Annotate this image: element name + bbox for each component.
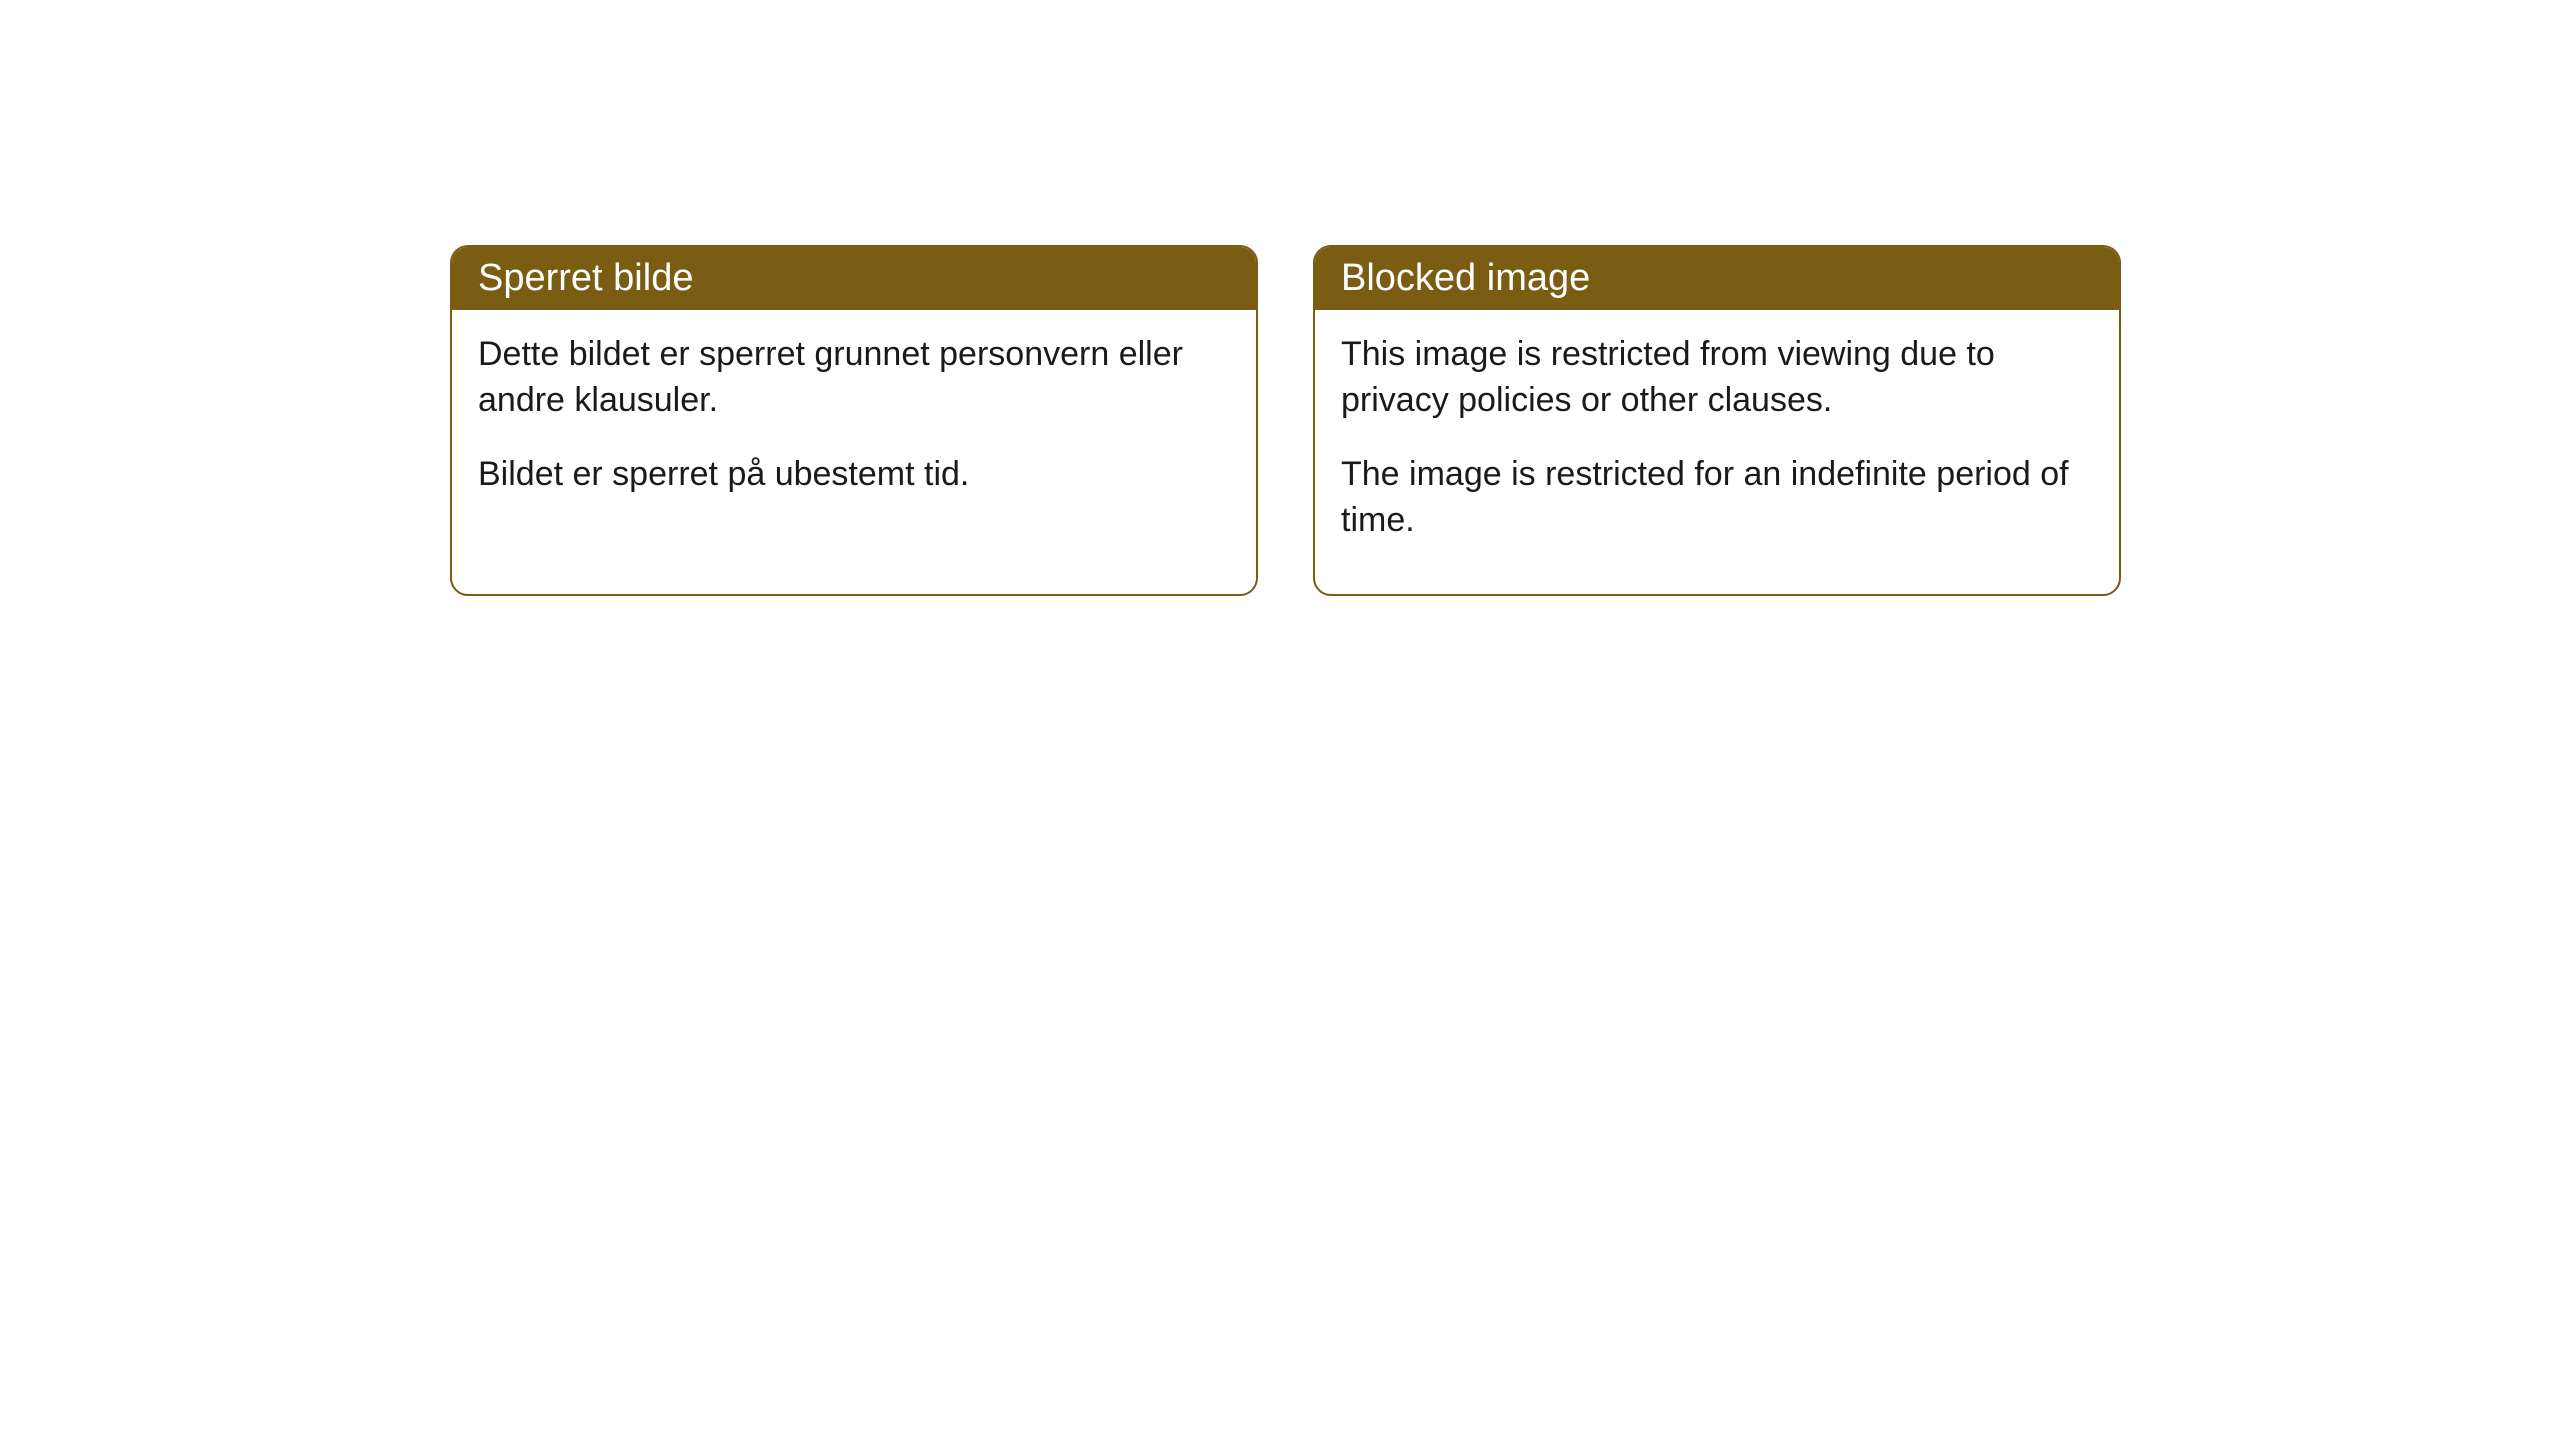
blocked-image-card-english: Blocked image This image is restricted f…	[1313, 245, 2121, 596]
card-paragraph: This image is restricted from viewing du…	[1341, 332, 2093, 424]
notice-cards-container: Sperret bilde Dette bildet er sperret gr…	[450, 245, 2121, 596]
blocked-image-card-norwegian: Sperret bilde Dette bildet er sperret gr…	[450, 245, 1258, 596]
card-paragraph: Dette bildet er sperret grunnet personve…	[478, 332, 1230, 424]
card-body-norwegian: Dette bildet er sperret grunnet personve…	[452, 310, 1256, 548]
card-paragraph: The image is restricted for an indefinit…	[1341, 452, 2093, 544]
card-body-english: This image is restricted from viewing du…	[1315, 310, 2119, 594]
card-paragraph: Bildet er sperret på ubestemt tid.	[478, 452, 1230, 498]
card-header-norwegian: Sperret bilde	[452, 247, 1256, 310]
card-header-english: Blocked image	[1315, 247, 2119, 310]
